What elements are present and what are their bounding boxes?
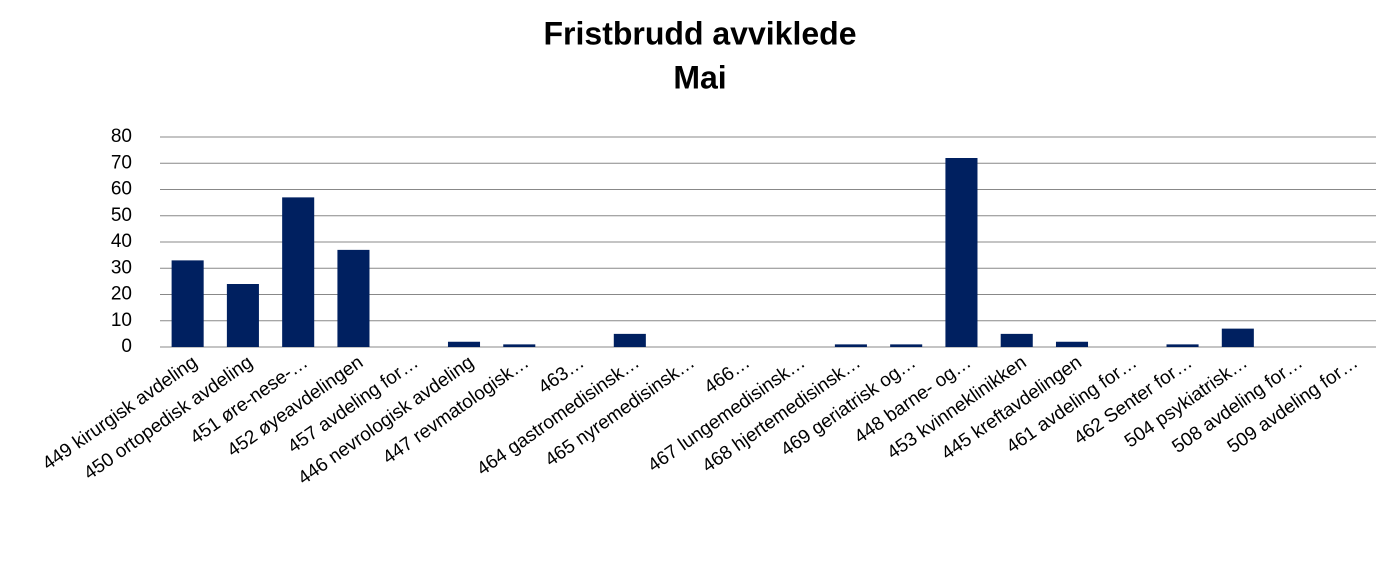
y-tick-label: 20 xyxy=(111,284,132,305)
bar xyxy=(171,260,204,347)
bar xyxy=(447,341,481,347)
bar xyxy=(945,158,978,347)
bar xyxy=(226,284,259,347)
y-tick-label: 0 xyxy=(121,336,132,357)
bar xyxy=(1221,328,1254,347)
chart-title: Fristbrudd avviklede xyxy=(544,15,857,51)
chart-subtitle: Mai xyxy=(673,59,726,95)
y-tick-label: 70 xyxy=(111,152,132,173)
bar xyxy=(282,197,315,347)
y-tick-label: 10 xyxy=(111,310,132,331)
y-tick-label: 50 xyxy=(111,205,132,226)
y-tick-label: 30 xyxy=(111,257,132,278)
bar xyxy=(613,333,646,347)
bar xyxy=(890,344,923,347)
bar xyxy=(834,344,867,347)
bar xyxy=(1055,341,1089,347)
y-tick-label: 60 xyxy=(111,179,132,200)
y-tick-label: 40 xyxy=(111,231,132,252)
y-tick-label: 80 xyxy=(111,126,132,147)
bar xyxy=(1000,333,1033,347)
bar xyxy=(337,249,370,347)
bar xyxy=(1166,344,1199,347)
bar xyxy=(503,344,536,347)
